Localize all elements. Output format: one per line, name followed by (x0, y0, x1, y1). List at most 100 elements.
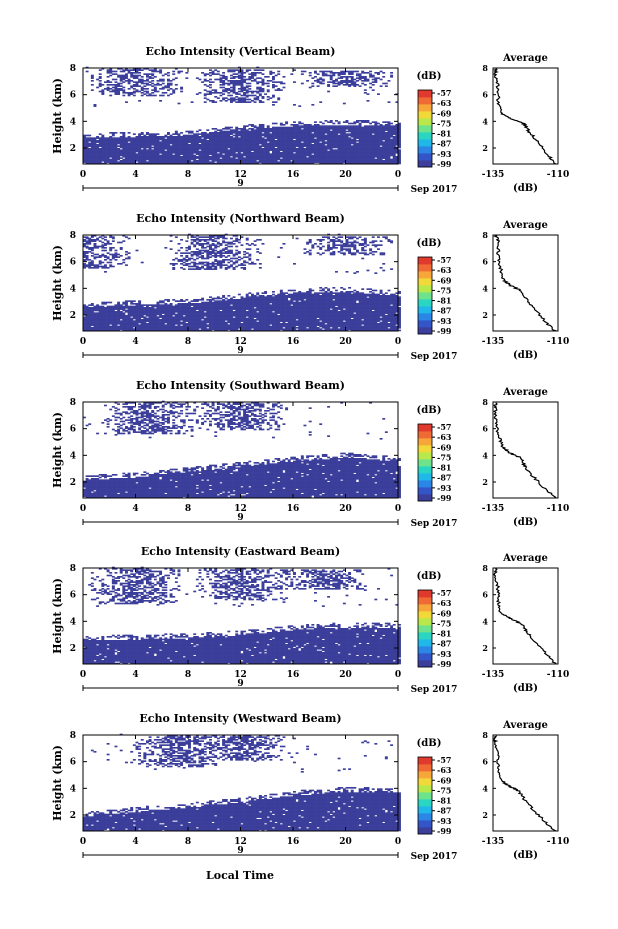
heatmap-cell (382, 150, 386, 153)
heatmap-cell (279, 162, 283, 165)
heatmap-cell (329, 154, 333, 157)
heatmap-cell (114, 255, 118, 257)
heatmap-cell (85, 320, 89, 322)
heatmap-cell (227, 84, 231, 86)
heatmap-cell (395, 137, 399, 139)
heatmap-cell (329, 150, 333, 153)
heatmap-cell (324, 162, 328, 165)
heatmap-cell (345, 152, 349, 154)
heatmap-cell (219, 148, 223, 150)
heatmap-cell (140, 157, 144, 159)
heatmap-cell (237, 134, 241, 137)
heatmap-cell (125, 153, 128, 155)
heatmap-cell (358, 122, 362, 125)
heatmap-cell (303, 145, 307, 147)
heatmap-cell (106, 311, 110, 313)
heatmap-cell (369, 130, 373, 133)
heatmap-cell (366, 157, 370, 159)
heatmap-cell (390, 130, 394, 133)
heatmap-cell (232, 84, 236, 86)
heatmap-cell (185, 138, 189, 141)
heatmap-cell (151, 144, 155, 146)
heatmap-cell (332, 122, 336, 125)
heatmap-cell (209, 138, 212, 141)
heatmap-cell (122, 329, 126, 332)
heatmap-cell (348, 154, 352, 157)
heatmap-cell (127, 142, 131, 145)
heatmap-cell (198, 133, 202, 135)
heatmap-cell (269, 137, 273, 139)
heatmap-cell (282, 76, 286, 78)
heatmap-cell (125, 329, 128, 332)
heatmap-cell (224, 100, 228, 102)
heatmap-cell (290, 136, 294, 138)
heatmap-cell (285, 137, 289, 139)
heatmap-cell (174, 130, 178, 133)
heatmap-cell (185, 136, 189, 138)
heatmap-cell (245, 154, 249, 157)
heatmap-cell (211, 157, 215, 159)
heatmap-cell (361, 82, 365, 85)
heatmap-cell (266, 145, 270, 147)
heatmap-cell (298, 125, 302, 127)
heatmap-cell (93, 253, 97, 256)
heatmap-cell (167, 328, 170, 330)
heatmap-cell (111, 236, 115, 238)
heatmap-cell (387, 141, 391, 143)
heatmap-cell (201, 133, 205, 135)
heatmap-cell (122, 94, 126, 97)
heatmap-cell (251, 74, 254, 77)
heatmap-cell (209, 134, 212, 137)
heatmap-cell (358, 162, 362, 165)
heatmap-cell (93, 244, 97, 246)
heatmap-cell (83, 255, 86, 257)
heatmap-cell (93, 144, 97, 146)
heatmap-cell (379, 130, 383, 133)
heatmap-cell (264, 145, 268, 147)
heatmap-cell (85, 264, 89, 266)
heatmap-cell (130, 317, 134, 320)
heatmap-cell (111, 323, 115, 325)
heatmap-cell (132, 328, 136, 330)
heatmap-cell (274, 134, 278, 137)
heatmap-cell (153, 325, 157, 328)
heatmap-cell (374, 154, 378, 157)
heatmap-cell (300, 162, 304, 165)
heatmap-cell (122, 320, 126, 322)
heatmap-cell (387, 157, 391, 159)
heatmap-cell (135, 74, 139, 77)
heatmap-cell (146, 88, 149, 90)
heatmap-cell (143, 153, 147, 155)
heatmap-cell (371, 136, 375, 138)
heatmap-cell (190, 152, 194, 154)
heatmap-cell (358, 85, 362, 87)
heatmap-cell (182, 140, 186, 142)
heatmap-cell (272, 101, 275, 103)
heatmap-cell (243, 98, 247, 101)
heatmap-cell (264, 160, 268, 162)
heatmap-cell (143, 68, 147, 70)
heatmap-cell (285, 122, 289, 125)
heatmap-cell (224, 158, 228, 161)
heatmap-cell (148, 84, 152, 86)
heatmap-cell (243, 125, 247, 127)
heatmap-cell (143, 312, 147, 314)
heatmap-cell (148, 81, 152, 83)
heatmap-cell (195, 142, 199, 145)
heatmap-cell (119, 311, 123, 313)
heatmap-cell (156, 309, 160, 312)
heatmap-cell (209, 153, 212, 155)
heatmap-cell (235, 130, 239, 133)
heatmap-cell (329, 153, 333, 155)
heatmap-cell (85, 144, 89, 146)
heatmap-cell (180, 239, 184, 241)
heatmap-cell (382, 161, 386, 163)
heatmap-cell (140, 324, 144, 326)
heatmap-cell (237, 74, 241, 77)
heatmap-cell (143, 145, 147, 147)
heatmap-cell (293, 104, 296, 106)
heatmap-cell (369, 82, 373, 85)
heatmap-cell (209, 136, 212, 138)
heatmap-cell (127, 138, 131, 141)
heatmap-cell (85, 160, 89, 162)
